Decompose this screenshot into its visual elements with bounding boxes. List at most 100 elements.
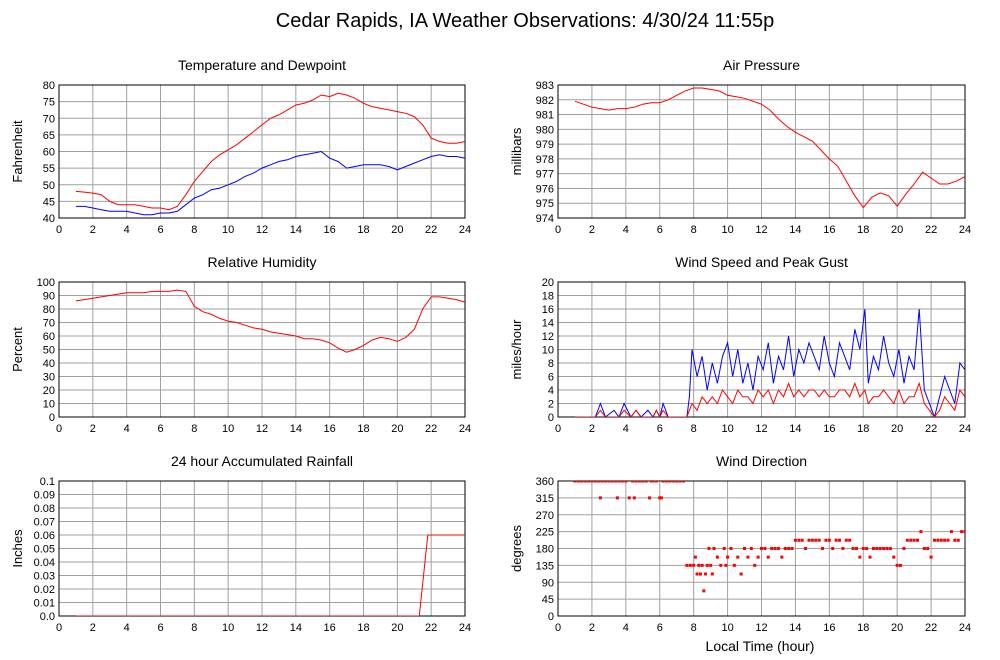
data-point	[649, 481, 653, 483]
data-point	[739, 572, 743, 576]
data-point	[773, 547, 777, 550]
x-tick-label: 12	[755, 423, 767, 435]
y-axis-label: millibars	[509, 127, 524, 175]
data-point	[631, 481, 635, 483]
y-tick-label: 60	[43, 147, 55, 159]
y-tick-label: 45	[43, 196, 55, 208]
x-tick-label: 20	[391, 224, 403, 236]
data-point	[939, 538, 943, 542]
y-tick-label: 270	[536, 510, 554, 522]
x-tick-label: 2	[589, 224, 595, 236]
data-point	[953, 538, 957, 542]
x-tick-label: 18	[857, 622, 869, 634]
data-point	[956, 538, 960, 542]
x-tick-label: 8	[191, 224, 197, 236]
x-tick-label: 12	[755, 622, 767, 634]
x-tick-label: 2	[90, 224, 96, 236]
y-tick-label: 0	[548, 412, 554, 424]
y-tick-label: 8	[548, 358, 554, 370]
x-tick-label: 8	[691, 622, 697, 634]
y-tick-label: 976	[536, 183, 554, 195]
data-point	[780, 555, 784, 559]
x-tick-label: 16	[324, 423, 336, 435]
chart-title: Air Pressure	[723, 57, 800, 73]
data-point	[926, 547, 930, 550]
x-tick-label: 16	[324, 622, 336, 634]
y-tick-label: 90	[542, 577, 554, 589]
data-point	[810, 538, 814, 542]
data-point	[637, 481, 641, 483]
chart-title: 24 hour Accumulated Rainfall	[171, 453, 353, 469]
data-point	[732, 563, 736, 567]
data-point	[707, 547, 711, 550]
y-tick-label: 360	[536, 476, 554, 488]
data-point	[709, 563, 713, 567]
plot-frame	[58, 281, 466, 418]
x-tick-label: 10	[721, 622, 733, 634]
data-point	[902, 547, 906, 550]
x-tick-label: 6	[657, 423, 663, 435]
x-tick-label: 0	[56, 622, 62, 634]
y-tick-label: 14	[542, 318, 554, 330]
data-point	[597, 481, 601, 483]
data-point	[776, 547, 780, 550]
x-tick-label: 20	[391, 622, 403, 634]
data-point	[661, 481, 665, 483]
y-tick-label: 0.05	[34, 544, 55, 556]
x-tick-label: 2	[90, 423, 96, 435]
chart-panel-rainfall: 0 2 4 6 8 10 12 14 16 18 20 22 240.00.010.020.030.04…	[10, 453, 471, 634]
x-tick-label: 8	[691, 224, 697, 236]
data-point	[899, 563, 903, 567]
y-tick-label: 90	[43, 291, 55, 303]
data-point	[743, 547, 747, 550]
data-point	[865, 547, 869, 550]
x-tick-label: 20	[891, 224, 903, 236]
y-tick-label: 60	[43, 331, 55, 343]
chart-title: Wind Speed and Peak Gust	[675, 254, 848, 270]
data-point	[797, 538, 801, 542]
x-tick-label: 14	[290, 423, 302, 435]
data-point	[892, 555, 896, 559]
x-tick-label: 14	[789, 622, 801, 634]
data-point	[861, 547, 865, 550]
data-point	[766, 555, 770, 559]
x-tick-label: 14	[290, 622, 302, 634]
data-point	[851, 547, 855, 550]
data-point	[916, 538, 920, 542]
x-tick-label: 16	[823, 622, 835, 634]
data-point	[688, 563, 692, 567]
data-point	[787, 547, 791, 550]
y-tick-label: 30	[43, 372, 55, 384]
data-point	[817, 538, 821, 542]
data-point	[624, 481, 628, 483]
series-line-0	[574, 87, 965, 209]
x-tick-label: 8	[691, 423, 697, 435]
data-point	[790, 547, 794, 550]
data-point	[659, 496, 663, 500]
x-tick-label: 8	[191, 622, 197, 634]
data-point	[919, 530, 923, 534]
data-point	[895, 563, 899, 567]
data-point	[668, 481, 672, 483]
data-point	[634, 481, 638, 483]
data-point	[844, 538, 848, 542]
x-tick-label: 4	[623, 423, 629, 435]
data-point	[804, 547, 808, 550]
x-tick-label: 24	[459, 622, 471, 634]
data-point	[722, 547, 726, 550]
y-tick-label: 983	[536, 80, 554, 92]
y-tick-label: 180	[536, 544, 554, 556]
data-point	[943, 538, 947, 542]
data-point	[929, 555, 933, 559]
data-point	[712, 547, 716, 550]
x-tick-label: 12	[256, 423, 268, 435]
shared-x-axis-label: Local Time (hour)	[706, 638, 815, 654]
y-tick-label: 0	[548, 611, 554, 623]
data-point	[702, 589, 706, 593]
x-tick-label: 4	[124, 423, 130, 435]
data-point	[821, 547, 825, 550]
x-tick-label: 14	[789, 224, 801, 236]
data-point	[681, 481, 685, 483]
x-tick-label: 18	[357, 224, 369, 236]
